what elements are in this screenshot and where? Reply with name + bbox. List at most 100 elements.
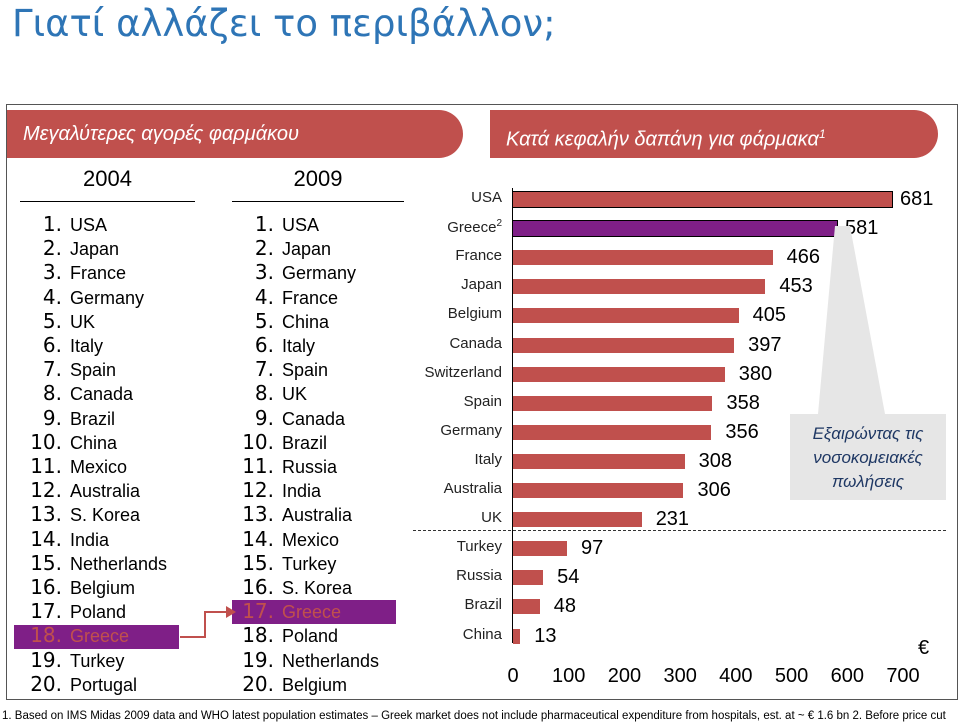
rank-2004-country-name: UK [70, 311, 96, 332]
bar-australia [513, 483, 684, 498]
greece-2009-highlight [232, 600, 396, 624]
category-label: Greece2 [447, 218, 502, 237]
rank-2004-country-name: France [70, 263, 127, 284]
rank-2009-row: 6. Italy [226, 333, 315, 358]
value-label: 308 [698, 449, 732, 472]
rank-2004-rank-number: 1. [42, 212, 62, 236]
bar-italy [513, 453, 685, 469]
value-label: 48 [553, 595, 576, 618]
rank-2004-rank-number: 9. [42, 405, 62, 430]
rank-2004-country-name: Australia [70, 481, 141, 502]
rank-2009-rank-number: 17. [242, 599, 274, 624]
rank-2009-rank-number: 3. [254, 260, 274, 285]
per-capita-banner: Κατά κεφαλήν δαπάνη για φάρμακα1 [490, 110, 938, 158]
category-label: Turkey [456, 538, 502, 556]
category-label: USA [471, 189, 502, 206]
rank-2004-rank-number: 8. [42, 381, 62, 406]
rank-2009-country-name: France [282, 287, 339, 308]
rank-2009-country-name: Italy [282, 336, 316, 356]
x-tick-label: 400 [719, 665, 753, 687]
rank-2009-rank-number: 7. [254, 357, 274, 382]
year-2009-underline [232, 201, 404, 202]
rank-2009-row: 16. S. Korea [226, 575, 352, 600]
page-title: Γιατί αλλάζει το περιβάλλον; [12, 2, 556, 45]
rank-2004-row: 1. USA [14, 212, 107, 237]
rank-2004-row: 12. Australia [14, 478, 140, 503]
value-label: 453 [779, 275, 813, 298]
rank-2009-country-name: S. Korea [282, 578, 353, 598]
value-label: 97 [581, 537, 604, 560]
rank-2009-rank-number: 13. [242, 502, 274, 527]
rank-2009-rank-number: 14. [242, 526, 274, 551]
rank-2009-rank-number: 2. [254, 236, 274, 261]
bar-germany [513, 424, 712, 440]
rank-2009-row: 10. Brazil [226, 430, 327, 455]
rank-2009-country-name: Belgium [282, 674, 348, 695]
rank-2009-row: 9. Canada [226, 406, 345, 431]
rank-2004-row: 15. Netherlands [14, 551, 167, 576]
rank-2009-rank-number: 8. [254, 381, 274, 406]
x-tick-label: 600 [830, 665, 864, 687]
rank-2004-country-name: Netherlands [70, 553, 168, 574]
rank-2009-country-name: China [282, 311, 330, 332]
rank-2009-rank-number: 4. [254, 284, 274, 309]
year-2004-underline [20, 201, 195, 202]
rank-2009-country-name: Greece [282, 602, 342, 623]
callout-box: Εξαιρώντας τις νοσοκομειακές πωλήσεις [790, 414, 946, 500]
rank-2004-rank-number: 5. [42, 308, 62, 333]
rank-2009-country-name: Australia [282, 505, 353, 526]
rank-2009-rank-number: 10. [242, 429, 274, 454]
bar-china [513, 628, 521, 644]
rank-2004-rank-number: 12. [30, 478, 62, 503]
rank-2004-country-name: USA [70, 215, 108, 235]
rank-2009-country-name: Brazil [282, 432, 328, 453]
rank-2004-row: 18. Greece [14, 623, 129, 648]
rank-2009-row: 2. Japan [226, 236, 331, 261]
category-label: Canada [449, 334, 502, 352]
rank-2004-country-name: China [70, 432, 118, 453]
category-label: UK [481, 509, 502, 527]
rank-2004-rank-number: 11. [30, 454, 62, 478]
rank-2009-country-name: India [282, 481, 322, 502]
rank-2004-rank-number: 17. [30, 599, 62, 624]
rank-2004-row: 16. Belgium [14, 575, 135, 600]
category-label: Italy [474, 450, 502, 468]
bar-belgium [513, 308, 739, 324]
rank-2004-country-name: Poland [70, 602, 127, 623]
rank-2004-country-name: S. Korea [70, 505, 141, 526]
x-tick-label: 100 [552, 665, 586, 687]
category-label: Australia [443, 480, 502, 497]
rank-2009-rank-number: 12. [242, 478, 274, 503]
rank-2004-rank-number: 2. [42, 236, 62, 261]
rank-2004-rank-number: 10. [30, 429, 62, 454]
rank-2004-rank-number: 19. [30, 647, 62, 672]
rank-2004-row: 14. India [14, 527, 109, 552]
rank-2004-rank-number: 14. [30, 526, 62, 551]
value-label: 358 [726, 391, 760, 414]
rank-2009-row: 1. USA [226, 212, 319, 237]
rank-2004-country-name: Japan [70, 239, 120, 260]
rank-2009-country-name: Netherlands [282, 650, 380, 671]
rank-2004-country-name: Mexico [70, 457, 128, 477]
rank-2004-row: 5. UK [14, 309, 95, 334]
rank-2004-country-name: Germany [70, 287, 145, 308]
category-label: Spain [463, 392, 502, 410]
rank-2004-row: 10. China [14, 430, 117, 455]
category-label: Japan [461, 276, 502, 294]
category-label: France [455, 247, 502, 265]
value-label: 231 [655, 508, 690, 531]
rank-2004-country-name: Turkey [70, 650, 125, 671]
year-2009: 2009 [293, 166, 343, 191]
bar-turkey [513, 541, 568, 557]
bar-france [513, 250, 773, 266]
rank-2004-row: 4. Germany [14, 285, 144, 310]
rank-2009-rank-number: 20. [242, 671, 274, 696]
rank-2009-country-name: Poland [282, 626, 339, 647]
category-label: Germany [440, 421, 502, 439]
value-label: 681 [900, 188, 934, 210]
value-label: 581 [845, 217, 879, 240]
per-capita-title: Κατά κεφαλήν δαπάνη για φάρμακα [506, 128, 819, 151]
value-label: 54 [557, 566, 580, 589]
rank-2009-row: 7. Spain [226, 357, 328, 382]
